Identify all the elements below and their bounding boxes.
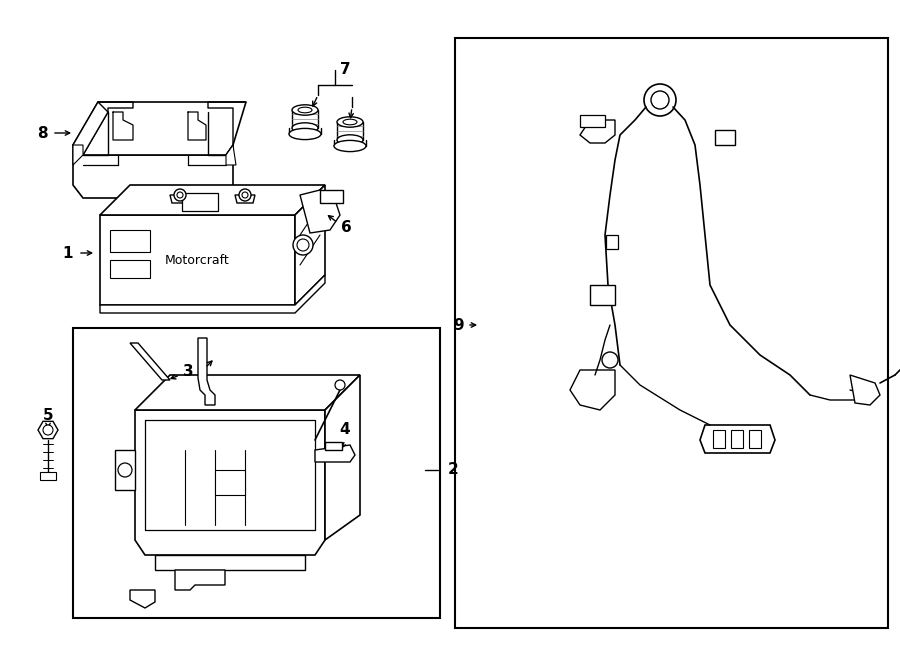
Text: 2: 2 <box>447 463 458 477</box>
Polygon shape <box>198 338 215 405</box>
Polygon shape <box>73 102 246 155</box>
Bar <box>455 38 888 628</box>
Bar <box>215 470 245 495</box>
Circle shape <box>297 239 309 251</box>
Polygon shape <box>325 375 360 540</box>
Polygon shape <box>100 275 325 313</box>
Circle shape <box>239 189 251 201</box>
Polygon shape <box>315 445 355 462</box>
Circle shape <box>242 192 248 198</box>
Polygon shape <box>590 285 615 305</box>
Text: 4: 4 <box>339 422 350 438</box>
Ellipse shape <box>292 105 318 115</box>
Polygon shape <box>73 102 108 155</box>
Circle shape <box>335 380 345 390</box>
Bar <box>713 430 725 448</box>
Polygon shape <box>295 185 325 305</box>
Polygon shape <box>570 370 615 410</box>
Polygon shape <box>73 145 233 198</box>
Polygon shape <box>135 410 325 555</box>
Bar <box>731 430 743 448</box>
Polygon shape <box>38 421 58 439</box>
Polygon shape <box>170 195 190 203</box>
Text: 7: 7 <box>339 63 350 77</box>
Ellipse shape <box>337 135 363 145</box>
Circle shape <box>644 84 676 116</box>
Circle shape <box>174 189 186 201</box>
Text: 3: 3 <box>183 364 194 379</box>
Polygon shape <box>100 185 325 215</box>
Ellipse shape <box>292 123 318 134</box>
Bar <box>182 193 218 211</box>
Circle shape <box>651 91 669 109</box>
Polygon shape <box>130 590 155 608</box>
Circle shape <box>602 352 618 368</box>
Bar <box>749 430 761 448</box>
Polygon shape <box>115 450 135 490</box>
Ellipse shape <box>334 140 366 151</box>
Polygon shape <box>325 442 342 450</box>
Text: 6: 6 <box>340 221 351 235</box>
Bar <box>606 235 618 249</box>
Circle shape <box>118 463 132 477</box>
Text: 9: 9 <box>454 317 464 332</box>
Bar <box>73 328 440 618</box>
Circle shape <box>293 235 313 255</box>
Text: 5: 5 <box>42 407 53 422</box>
Polygon shape <box>73 145 83 165</box>
Text: 8: 8 <box>37 126 48 141</box>
Text: Motorcraft: Motorcraft <box>165 254 230 266</box>
Circle shape <box>177 192 183 198</box>
Bar <box>110 230 150 252</box>
Ellipse shape <box>337 117 363 127</box>
Ellipse shape <box>289 128 321 139</box>
Polygon shape <box>100 215 295 305</box>
Ellipse shape <box>343 119 357 125</box>
Ellipse shape <box>298 107 312 113</box>
Polygon shape <box>235 195 255 203</box>
Polygon shape <box>300 190 340 233</box>
Polygon shape <box>135 375 360 410</box>
Text: 1: 1 <box>63 245 73 260</box>
Polygon shape <box>130 343 170 380</box>
Polygon shape <box>850 375 880 405</box>
Polygon shape <box>155 555 305 570</box>
Polygon shape <box>580 120 615 143</box>
Polygon shape <box>226 145 236 165</box>
Bar <box>110 260 150 278</box>
Polygon shape <box>715 130 735 145</box>
Polygon shape <box>40 472 56 480</box>
Circle shape <box>43 425 53 435</box>
Polygon shape <box>175 570 225 590</box>
Bar <box>580 115 605 127</box>
Polygon shape <box>700 425 775 453</box>
Polygon shape <box>320 190 343 203</box>
